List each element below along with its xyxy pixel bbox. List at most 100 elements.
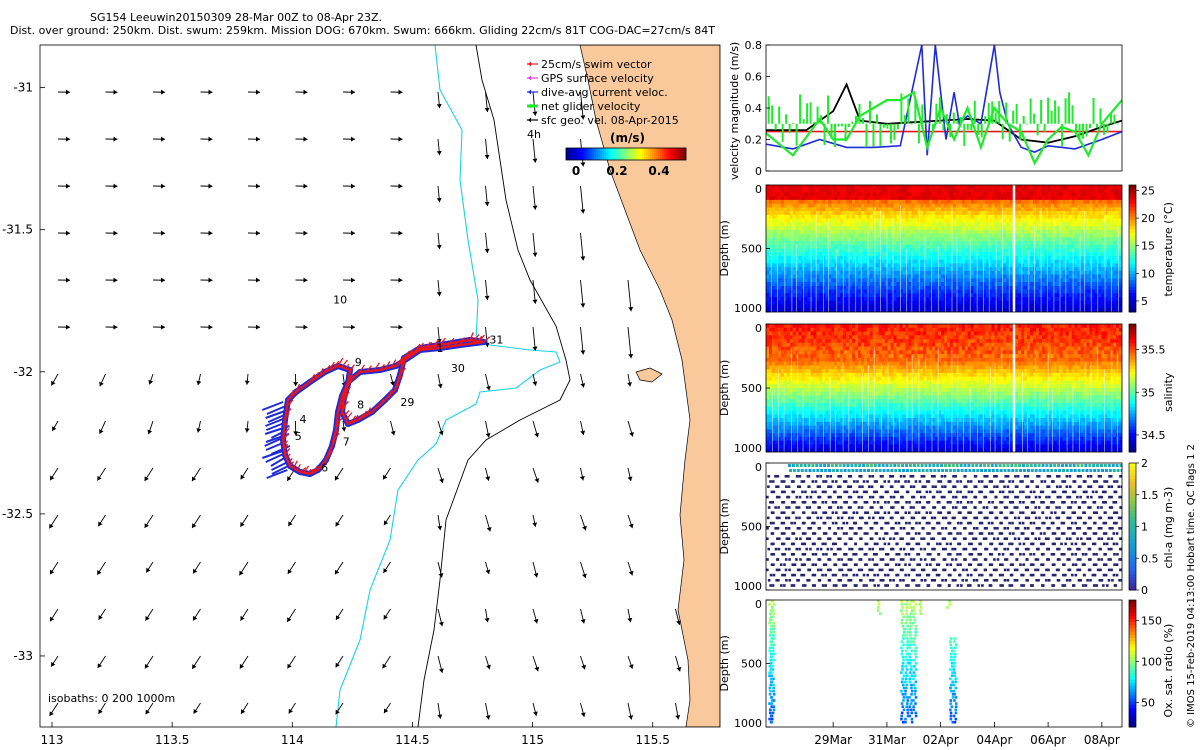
heatmap-cell — [935, 293, 939, 298]
heatmap-cell — [967, 237, 972, 242]
heatmap-cell — [914, 263, 918, 268]
velocity-arrow-head — [335, 615, 341, 620]
heatmap-cell — [1021, 229, 1025, 234]
velocity-arrow-shaft — [627, 279, 632, 312]
heatmap-cell — [1104, 203, 1108, 208]
heatmap-cell — [899, 252, 903, 257]
heatmap-cell — [991, 218, 995, 223]
heatmap-cell — [1041, 270, 1046, 275]
heatmap-cell — [1006, 226, 1010, 231]
heatmap-cell — [970, 241, 975, 246]
heatmap-cell — [852, 252, 856, 257]
heatmap-cell — [1003, 241, 1007, 246]
heatmap-cell — [1041, 185, 1046, 190]
heatmap-cell — [949, 203, 954, 208]
heatmap-cell — [1113, 259, 1117, 264]
speed-colorbar-cell — [574, 148, 577, 160]
heatmap-cell — [1110, 233, 1114, 238]
heatmap-cell — [1092, 263, 1096, 268]
heatmap-cell — [952, 248, 957, 253]
swim-vector-tick — [292, 460, 298, 469]
velocity-arrow-shaft — [580, 91, 584, 120]
heatmap-cell — [902, 289, 906, 294]
heatmap-cell — [863, 185, 868, 190]
heatmap-cell — [1095, 263, 1099, 268]
heatmap-cell — [908, 218, 912, 223]
heatmap-cell — [801, 192, 805, 197]
heatmap-cell — [976, 211, 980, 216]
heatmap-cell — [1095, 300, 1099, 305]
heatmap-cell — [816, 192, 820, 197]
heatmap-cell — [1038, 214, 1043, 219]
heatmap-cell — [920, 218, 924, 223]
heatmap-cell — [1107, 241, 1111, 246]
heatmap-cell — [1038, 199, 1043, 204]
heatmap-cell — [1000, 196, 1004, 201]
velocity-arrow — [627, 702, 634, 720]
heatmap-cell — [1044, 267, 1049, 272]
heatmap-cell — [1021, 270, 1025, 275]
speed-colorbar-cell — [598, 148, 601, 160]
heatmap-cell — [1044, 300, 1049, 305]
heatmap-cell — [920, 274, 924, 279]
heatmap-cell — [1095, 185, 1099, 190]
heatmap-cell — [899, 278, 903, 283]
heatmap-cell — [1009, 241, 1013, 246]
heatmap-cell — [1080, 192, 1084, 197]
heatmap-cell — [1018, 293, 1022, 298]
velocity-arrow — [436, 232, 442, 250]
heatmap-cell — [834, 274, 838, 279]
heatmap-cell — [807, 248, 811, 253]
heatmap-cell — [843, 214, 847, 219]
velocity-arrow-head — [334, 569, 340, 575]
heatmap-cell — [825, 185, 829, 190]
heatmap-cell — [863, 207, 868, 212]
heatmap-cell — [905, 263, 909, 268]
heatmap-cell — [958, 229, 963, 234]
velocity-arrow-head — [335, 662, 340, 668]
heatmap-cell — [769, 199, 773, 204]
heatmap-cell — [1053, 229, 1058, 234]
heatmap-cell — [932, 304, 936, 309]
heatmap-cell — [1036, 267, 1040, 272]
velocity-arrow-head — [49, 711, 54, 717]
heatmap-cell — [774, 285, 779, 290]
heatmap-cell — [855, 252, 859, 257]
heatmap-cell — [849, 293, 853, 298]
heatmap-cell — [1077, 207, 1081, 212]
heatmap-cell — [1033, 192, 1037, 197]
velocity-arrow-head — [50, 616, 55, 622]
heatmap-cell — [863, 274, 868, 279]
heatmap-cell — [869, 274, 874, 279]
heatmap-cell — [789, 270, 794, 275]
heatmap-cell — [902, 274, 906, 279]
heatmap-cell — [1086, 278, 1090, 283]
heatmap-cell — [893, 222, 897, 227]
heatmap-cell — [890, 289, 894, 294]
swim-vector-tick — [335, 422, 341, 431]
velocity-arrow — [144, 514, 154, 529]
heatmap-cell — [952, 285, 957, 290]
heatmap-cell — [935, 304, 939, 309]
heatmap-cell — [807, 207, 811, 212]
heatmap-cell — [1068, 192, 1072, 197]
heatmap-cell — [1098, 289, 1102, 294]
heatmap-cell — [777, 226, 782, 231]
heatmap-cell — [872, 214, 877, 219]
heatmap-cell — [1119, 203, 1122, 208]
heatmap-cell — [1065, 256, 1069, 261]
heatmap-cell — [789, 297, 794, 302]
heatmap-cell — [869, 256, 874, 261]
heatmap-cell — [1119, 270, 1122, 275]
heatmap-cell — [1018, 252, 1022, 257]
heatmap-cell — [813, 207, 817, 212]
velocity-arrow — [48, 514, 59, 529]
heatmap-cell — [1113, 256, 1117, 261]
heatmap-cell — [1018, 218, 1022, 223]
heatmap-cell — [1086, 192, 1090, 197]
heatmap-cell — [1104, 304, 1108, 309]
heatmap-cell — [1098, 237, 1102, 242]
heatmap-cell — [1000, 252, 1004, 257]
heatmap-cell — [804, 237, 808, 242]
heatmap-cell — [834, 278, 838, 283]
